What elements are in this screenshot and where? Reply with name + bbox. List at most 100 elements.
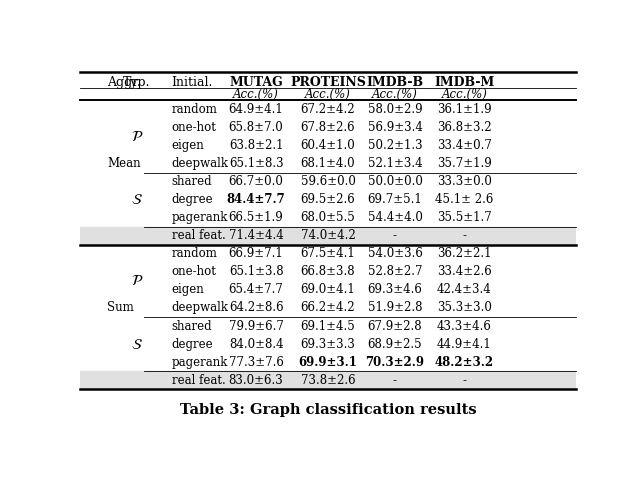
Text: PROTEINS: PROTEINS xyxy=(290,76,366,89)
Text: 33.3±0.0: 33.3±0.0 xyxy=(437,175,492,188)
Text: 45.1± 2.6: 45.1± 2.6 xyxy=(435,193,493,206)
Text: IMDB-M: IMDB-M xyxy=(435,76,495,89)
Text: deepwalk: deepwalk xyxy=(172,157,228,170)
Text: random: random xyxy=(172,247,218,261)
Text: 84.4±7.7: 84.4±7.7 xyxy=(227,193,285,206)
Text: 69.7±5.1: 69.7±5.1 xyxy=(367,193,422,206)
Text: 63.8±2.1: 63.8±2.1 xyxy=(229,139,284,152)
Text: -: - xyxy=(463,373,467,387)
Text: 71.4±4.4: 71.4±4.4 xyxy=(228,229,284,242)
Text: $\mathcal{P}$: $\mathcal{P}$ xyxy=(131,129,143,144)
Text: Aggr.: Aggr. xyxy=(108,76,141,89)
Text: 43.3±4.6: 43.3±4.6 xyxy=(437,320,492,333)
Text: Sum: Sum xyxy=(108,301,134,314)
Text: 58.0±2.9: 58.0±2.9 xyxy=(367,103,422,116)
Text: 66.8±3.8: 66.8±3.8 xyxy=(301,266,355,278)
Text: 69.5±2.6: 69.5±2.6 xyxy=(301,193,355,206)
Text: 73.8±2.6: 73.8±2.6 xyxy=(301,373,355,387)
Text: 54.0±3.6: 54.0±3.6 xyxy=(367,247,422,261)
Text: pagerank: pagerank xyxy=(172,356,228,368)
Text: -: - xyxy=(463,229,467,242)
Text: 36.2±2.1: 36.2±2.1 xyxy=(437,247,492,261)
Text: 44.9±4.1: 44.9±4.1 xyxy=(437,338,492,351)
Text: 66.9±7.1: 66.9±7.1 xyxy=(228,247,284,261)
Text: 84.0±8.4: 84.0±8.4 xyxy=(228,338,284,351)
Text: shared: shared xyxy=(172,320,212,333)
Text: eigen: eigen xyxy=(172,283,205,296)
Bar xyxy=(80,371,576,389)
Text: 65.8±7.0: 65.8±7.0 xyxy=(228,121,284,134)
Text: $\mathcal{S}$: $\mathcal{S}$ xyxy=(131,337,143,352)
Text: 36.8±3.2: 36.8±3.2 xyxy=(437,121,492,134)
Text: 50.0±0.0: 50.0±0.0 xyxy=(367,175,422,188)
Text: Acc.(%): Acc.(%) xyxy=(305,88,351,101)
Text: one-hot: one-hot xyxy=(172,121,216,134)
Text: random: random xyxy=(172,103,218,116)
Text: 69.3±3.3: 69.3±3.3 xyxy=(301,338,355,351)
Text: real feat.: real feat. xyxy=(172,373,225,387)
Text: Mean: Mean xyxy=(108,157,141,170)
Text: 64.2±8.6: 64.2±8.6 xyxy=(228,301,284,314)
Text: $\mathcal{S}$: $\mathcal{S}$ xyxy=(131,192,143,207)
Text: 48.2±3.2: 48.2±3.2 xyxy=(435,356,494,368)
Text: 52.1±3.4: 52.1±3.4 xyxy=(367,157,422,170)
Text: 83.0±6.3: 83.0±6.3 xyxy=(228,373,284,387)
Text: 64.9±4.1: 64.9±4.1 xyxy=(228,103,284,116)
Text: deepwalk: deepwalk xyxy=(172,301,228,314)
Text: 65.1±8.3: 65.1±8.3 xyxy=(228,157,284,170)
Text: degree: degree xyxy=(172,338,213,351)
Text: 74.0±4.2: 74.0±4.2 xyxy=(301,229,355,242)
Text: 67.2±4.2: 67.2±4.2 xyxy=(301,103,355,116)
Text: 69.3±4.6: 69.3±4.6 xyxy=(367,283,422,296)
Text: 35.5±1.7: 35.5±1.7 xyxy=(437,211,492,224)
Text: -: - xyxy=(393,373,397,387)
Text: -: - xyxy=(393,229,397,242)
Text: 33.4±0.7: 33.4±0.7 xyxy=(437,139,492,152)
Text: 33.4±2.6: 33.4±2.6 xyxy=(437,266,492,278)
Text: 69.0±4.1: 69.0±4.1 xyxy=(301,283,355,296)
Text: pagerank: pagerank xyxy=(172,211,228,224)
Text: Acc.(%): Acc.(%) xyxy=(233,88,279,101)
Text: 60.4±1.0: 60.4±1.0 xyxy=(301,139,355,152)
Text: 69.1±4.5: 69.1±4.5 xyxy=(301,320,355,333)
Text: 79.9±6.7: 79.9±6.7 xyxy=(228,320,284,333)
Text: 68.0±5.5: 68.0±5.5 xyxy=(301,211,355,224)
Text: 66.7±0.0: 66.7±0.0 xyxy=(228,175,284,188)
Text: 67.5±4.1: 67.5±4.1 xyxy=(301,247,355,261)
Text: Table 3: Graph classification results: Table 3: Graph classification results xyxy=(180,403,476,417)
Text: 59.6±0.0: 59.6±0.0 xyxy=(301,175,355,188)
Text: real feat.: real feat. xyxy=(172,229,225,242)
Text: Initial.: Initial. xyxy=(172,76,213,89)
Text: 67.9±2.8: 67.9±2.8 xyxy=(367,320,422,333)
Text: 77.3±7.6: 77.3±7.6 xyxy=(228,356,284,368)
Text: $\mathcal{P}$: $\mathcal{P}$ xyxy=(131,273,143,288)
Text: 51.9±2.8: 51.9±2.8 xyxy=(368,301,422,314)
Text: IMDB-B: IMDB-B xyxy=(366,76,424,89)
Text: Acc.(%): Acc.(%) xyxy=(442,88,487,101)
Text: one-hot: one-hot xyxy=(172,266,216,278)
Text: 35.3±3.0: 35.3±3.0 xyxy=(437,301,492,314)
Text: 52.8±2.7: 52.8±2.7 xyxy=(368,266,422,278)
Text: 42.4±3.4: 42.4±3.4 xyxy=(437,283,492,296)
Text: 66.5±1.9: 66.5±1.9 xyxy=(228,211,284,224)
Text: 65.4±7.7: 65.4±7.7 xyxy=(228,283,284,296)
Text: 68.1±4.0: 68.1±4.0 xyxy=(301,157,355,170)
Text: Typ.: Typ. xyxy=(124,76,151,89)
Bar xyxy=(80,227,576,245)
Text: 50.2±1.3: 50.2±1.3 xyxy=(367,139,422,152)
Text: 66.2±4.2: 66.2±4.2 xyxy=(301,301,355,314)
Text: 54.4±4.0: 54.4±4.0 xyxy=(367,211,422,224)
Text: 68.9±2.5: 68.9±2.5 xyxy=(367,338,422,351)
Text: degree: degree xyxy=(172,193,213,206)
Text: 35.7±1.9: 35.7±1.9 xyxy=(437,157,492,170)
Text: MUTAG: MUTAG xyxy=(229,76,283,89)
Text: 56.9±3.4: 56.9±3.4 xyxy=(367,121,422,134)
Text: 67.8±2.6: 67.8±2.6 xyxy=(301,121,355,134)
Text: 69.9±3.1: 69.9±3.1 xyxy=(299,356,357,368)
Text: 36.1±1.9: 36.1±1.9 xyxy=(437,103,492,116)
Text: eigen: eigen xyxy=(172,139,205,152)
Text: 70.3±2.9: 70.3±2.9 xyxy=(365,356,424,368)
Text: Acc.(%): Acc.(%) xyxy=(372,88,418,101)
Text: 65.1±3.8: 65.1±3.8 xyxy=(228,266,284,278)
Text: shared: shared xyxy=(172,175,212,188)
